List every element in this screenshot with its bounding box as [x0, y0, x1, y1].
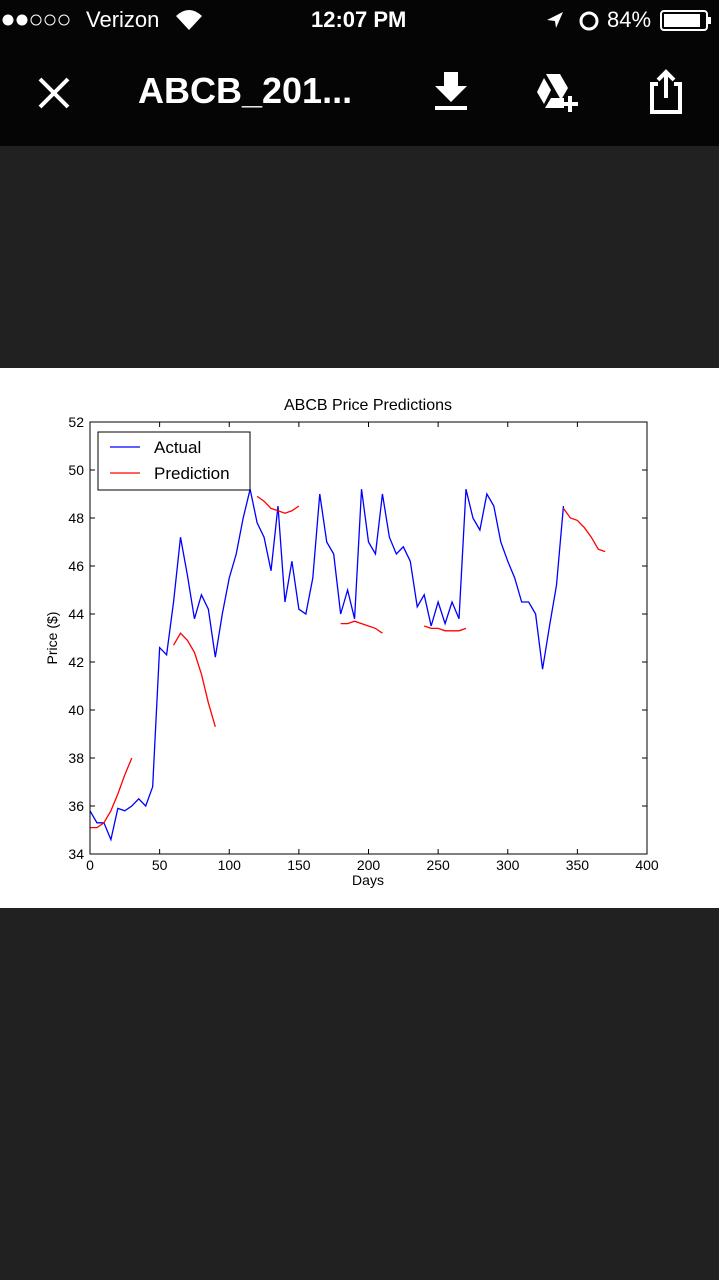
battery: [660, 10, 711, 31]
x-tick-label: 200: [357, 857, 381, 873]
x-tick-label: 50: [152, 857, 168, 873]
series-line: [90, 495, 606, 829]
status-icons: [547, 11, 599, 31]
y-tick-label: 46: [68, 558, 84, 574]
y-tick-label: 34: [68, 846, 84, 862]
status-bar: Verizon 12:07 PM 84%: [0, 0, 719, 40]
y-tick-label: 50: [68, 462, 84, 478]
x-tick-label: 100: [218, 857, 242, 873]
x-tick-label: 400: [635, 857, 659, 873]
legend-label: Actual: [154, 438, 201, 457]
battery-percent: 84%: [607, 7, 652, 32]
y-tick-label: 40: [68, 702, 84, 718]
y-tick-label: 52: [68, 414, 84, 430]
time: 12:07 PM: [311, 7, 407, 32]
legend-box: [97, 431, 251, 491]
carrier: Verizon: [86, 7, 160, 32]
y-tick-label: 36: [68, 798, 84, 814]
chart: ABCB Price Predictions Days Price ($) 34…: [44, 397, 659, 888]
x-tick-label: 0: [86, 857, 94, 873]
wifi: [176, 10, 202, 30]
x-tick-label: 300: [496, 857, 520, 873]
share-button[interactable]: [646, 68, 686, 116]
legend-label: Prediction: [154, 464, 230, 483]
file-title: ABCB_201...: [138, 70, 353, 111]
y-tick-label: 44: [68, 606, 84, 622]
chart-title: ABCB Price Predictions: [284, 397, 452, 414]
series-line: [89, 489, 565, 842]
y-tick-label: 42: [68, 654, 84, 670]
app-header: ABCB_201...: [0, 40, 719, 146]
download-button[interactable]: [431, 70, 471, 114]
x-tick-label: 350: [566, 857, 590, 873]
x-tick-label: 250: [426, 857, 450, 873]
x-tick-label: 150: [287, 857, 311, 873]
plot-frame: [89, 421, 648, 855]
x-axis-label: Days: [352, 872, 384, 888]
y-tick-label: 38: [68, 750, 84, 766]
document-page: ABCB Price Predictions Days Price ($) 34…: [0, 368, 719, 908]
signal: [2, 14, 70, 26]
close-button[interactable]: [34, 73, 74, 113]
y-tick-label: 48: [68, 510, 84, 526]
y-axis-label: Price ($): [44, 612, 60, 665]
drive-add-button[interactable]: [534, 70, 582, 114]
